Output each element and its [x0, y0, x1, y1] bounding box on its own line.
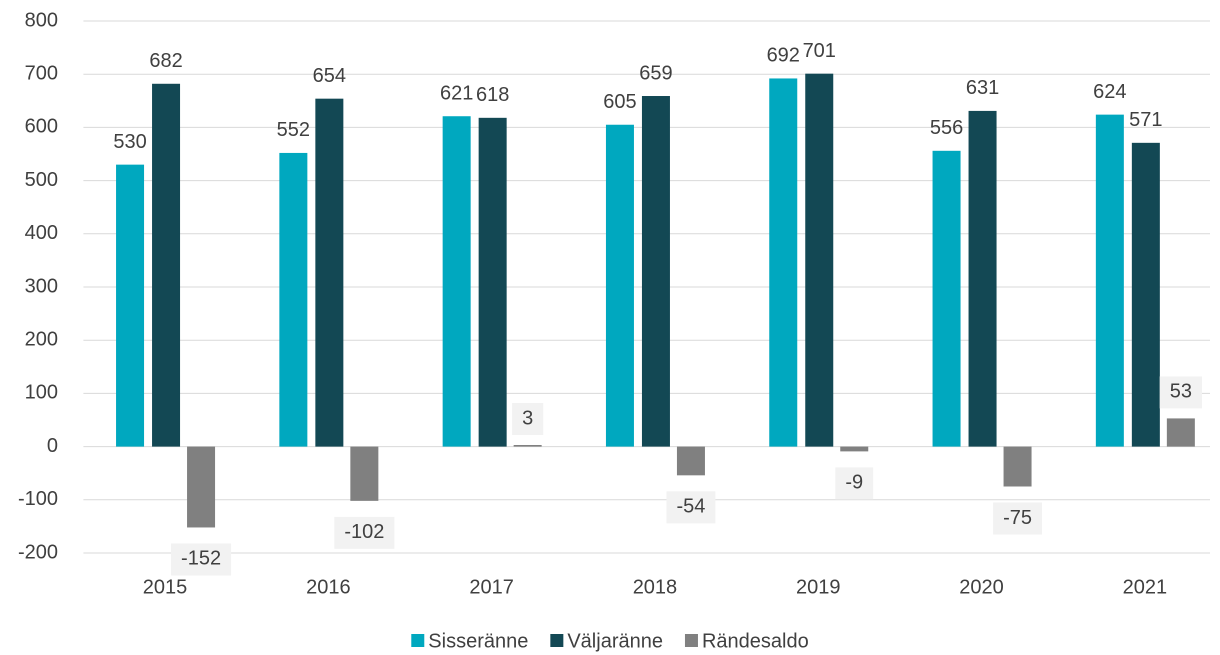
bar: [1003, 446, 1032, 487]
data-label: -152: [181, 548, 221, 570]
data-label: 692: [767, 45, 800, 67]
data-label: 682: [149, 50, 182, 72]
data-label: -75: [1003, 507, 1032, 529]
x-tick-label: 2017: [469, 576, 514, 598]
bar: [1131, 142, 1160, 447]
bar: [442, 116, 471, 447]
data-label: 605: [603, 91, 636, 113]
data-label: 571: [1129, 109, 1162, 131]
legend-label: Sisseränne: [428, 630, 528, 652]
bar: [968, 110, 997, 447]
y-tick-label: -200: [18, 541, 58, 563]
data-label-box: [666, 491, 716, 524]
x-tick-label: 2020: [959, 576, 1004, 598]
data-label-box: [993, 502, 1043, 535]
bar: [478, 117, 507, 447]
data-label: 556: [930, 117, 963, 139]
y-tick-label: 0: [47, 435, 58, 457]
bar: [350, 446, 379, 501]
y-tick-label: 700: [25, 62, 58, 84]
bar: [805, 73, 834, 447]
bar: [152, 83, 181, 447]
y-tick-label: 300: [25, 275, 58, 297]
data-label: 3: [522, 407, 533, 429]
bar: [1166, 418, 1195, 447]
y-tick-label: 400: [25, 222, 58, 244]
x-tick-label: 2015: [143, 576, 188, 598]
data-label-box: [512, 403, 544, 436]
x-tick-label: 2019: [796, 576, 841, 598]
data-label: 654: [313, 65, 346, 87]
bar: [840, 446, 869, 452]
y-tick-label: 500: [25, 169, 58, 191]
x-tick-label: 2016: [306, 576, 351, 598]
bar: [187, 446, 216, 528]
legend-swatch: [550, 634, 564, 647]
data-label: -9: [845, 472, 863, 494]
data-label-box: [835, 467, 874, 500]
bar: [116, 164, 145, 447]
legend-swatch: [411, 634, 425, 647]
legend-label: Väljaränne: [567, 630, 663, 652]
data-label-box: [334, 516, 395, 549]
data-label: 618: [476, 84, 509, 106]
data-label: -102: [344, 521, 384, 543]
data-label: 624: [1093, 81, 1126, 103]
bar: [676, 446, 705, 476]
legend-swatch: [684, 634, 698, 647]
bar: [1095, 114, 1124, 447]
y-tick-label: -100: [18, 488, 58, 510]
bar: [315, 98, 344, 447]
data-label-box: [171, 543, 232, 576]
data-label: -54: [676, 496, 705, 518]
data-label: 530: [113, 131, 146, 153]
data-label: 631: [966, 77, 999, 99]
data-label: 621: [440, 83, 473, 105]
legend-label: Rändesaldo: [702, 630, 809, 652]
bar: [932, 150, 961, 447]
bar: [605, 124, 634, 447]
y-tick-label: 600: [25, 116, 58, 138]
data-label: 552: [277, 119, 310, 141]
y-tick-label: 100: [25, 382, 58, 404]
bar: [513, 445, 542, 447]
y-tick-label: 800: [25, 9, 58, 31]
bar: [769, 78, 798, 447]
data-label: 701: [803, 40, 836, 62]
bar: [279, 152, 308, 447]
x-tick-label: 2021: [1123, 576, 1168, 598]
data-label-box: [1159, 376, 1202, 409]
x-tick-label: 2018: [633, 576, 678, 598]
y-tick-label: 200: [25, 328, 58, 350]
data-label: 659: [639, 62, 672, 84]
data-label: 53: [1170, 381, 1192, 403]
bar: [641, 96, 670, 447]
